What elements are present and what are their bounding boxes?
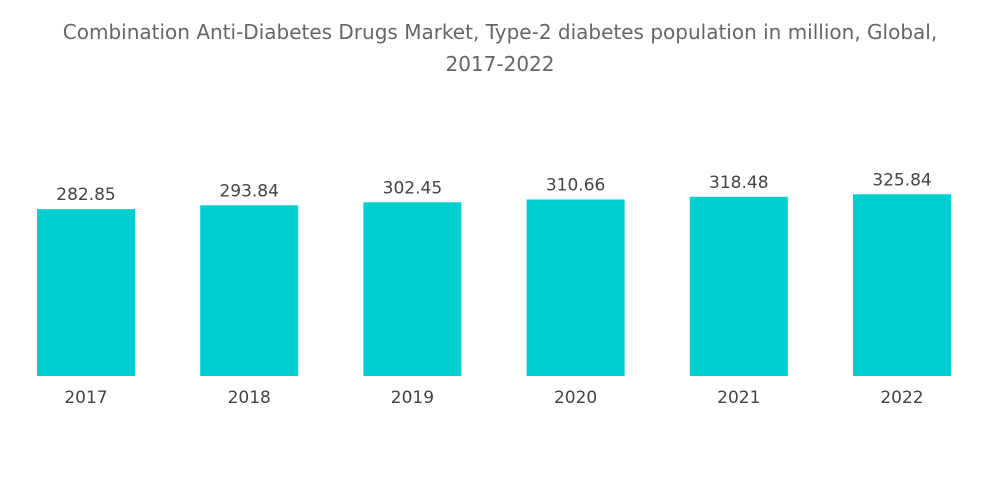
x-tick-label-2018: 2018 bbox=[228, 388, 271, 408]
value-label-2017: 282.85 bbox=[56, 185, 115, 205]
value-label-2019: 302.45 bbox=[383, 178, 442, 198]
bar-2018 bbox=[200, 205, 299, 376]
x-tick-label-2019: 2019 bbox=[391, 388, 434, 408]
bar-2022 bbox=[853, 194, 951, 376]
x-tick-label-2020: 2020 bbox=[554, 388, 597, 408]
bar-2020 bbox=[526, 199, 625, 376]
x-tick-label-2021: 2021 bbox=[717, 388, 760, 408]
bars-group bbox=[37, 194, 951, 376]
chart-title-line-1: Combination Anti-Diabetes Drugs Market, … bbox=[62, 20, 938, 44]
value-label-2020: 310.66 bbox=[546, 176, 605, 196]
x-tick-label-2022: 2022 bbox=[880, 388, 923, 408]
value-label-2022: 325.84 bbox=[872, 170, 931, 190]
chart-title: Combination Anti-Diabetes Drugs Market, … bbox=[0, 16, 1000, 80]
value-label-2021: 318.48 bbox=[709, 173, 768, 193]
x-axis-tick-labels: 2017 2018 2019 2020 2021 2022 bbox=[64, 388, 923, 408]
bar-2019 bbox=[363, 202, 462, 376]
bar-2021 bbox=[689, 196, 788, 376]
value-labels-group: 282.85 293.84 302.45 310.66 318.48 325.84 bbox=[56, 170, 931, 205]
chart-title-line-2: 2017-2022 bbox=[445, 52, 555, 76]
bar-2017 bbox=[37, 209, 135, 376]
value-label-2018: 293.84 bbox=[219, 181, 278, 201]
x-tick-label-2017: 2017 bbox=[64, 388, 107, 408]
